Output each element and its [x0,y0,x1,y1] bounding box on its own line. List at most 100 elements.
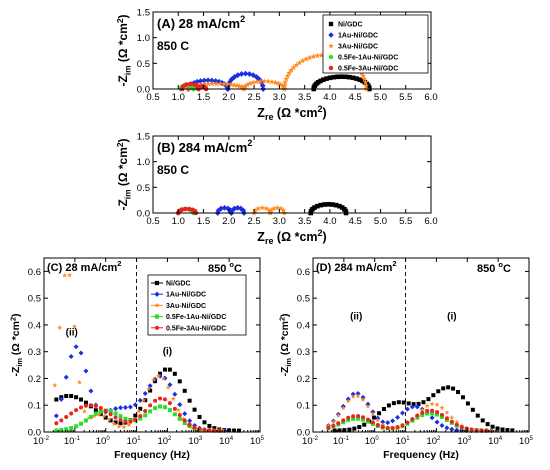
data-point [385,425,390,430]
data-point [350,75,356,81]
plot-frame [152,11,432,90]
data-point [293,61,300,68]
data-point [386,403,391,408]
x-label-close: ) [323,230,327,244]
data-point [415,413,420,418]
data-point [207,423,212,428]
y-label-sup: 2 [8,317,17,321]
data-point [444,416,449,421]
x-tick-base: 10 [457,436,468,447]
x-tick-exp: -1 [74,436,80,442]
plot-frame [152,135,432,214]
data-point [272,79,279,86]
data-point [340,405,346,411]
data-point [380,424,385,429]
data-point [347,427,352,432]
annotation-ii: (ii) [350,312,362,323]
data-point [330,202,335,207]
y-label-unit: (Ω *cm [116,23,130,65]
y-axis-label: -Zim (Ω *cm2) [8,313,24,376]
x-tick-base: 10 [426,436,437,447]
data-point [261,78,268,84]
data-point [246,80,253,87]
data-point [59,428,64,433]
data-point [421,400,426,405]
data-point [328,43,334,49]
y-label-sub: im [123,65,133,75]
data-point [360,415,365,420]
data-point [444,409,450,415]
data-point [76,379,83,385]
data-point [356,414,361,419]
data-point [430,408,435,413]
x-tick-label: 2.5 [247,216,260,227]
data-point [357,425,362,430]
x-tick-label: 105 [519,436,534,447]
data-point [179,207,184,213]
data-point [363,82,370,89]
data-point [434,419,440,425]
data-point [73,344,79,350]
data-point [346,415,351,420]
x-tick-exp: 2 [168,436,172,442]
data-point [63,374,69,380]
y-axis-label: -Zim (Ω *cm2) [277,313,293,376]
data-point [172,371,177,376]
data-point [460,395,465,400]
y-tick-label: 1.0 [137,157,150,168]
panel-title-sup: 2 [240,14,245,24]
x-tick-exp: 4 [499,436,503,442]
data-point [303,56,310,62]
temperature-text: 850 C [157,39,189,53]
data-point [154,302,160,308]
y-tick-label: 1.0 [137,33,150,44]
annotation-i: (i) [163,346,172,357]
data-point [98,406,103,411]
data-point [282,79,289,85]
y-label-main: -Z [279,366,291,376]
data-point [123,419,128,424]
data-point [167,367,172,372]
x-tick-label: 104 [488,436,503,447]
y-tick-label: 0.0 [137,85,150,96]
data-point [406,401,411,406]
x-tick-label: 10-2 [33,436,50,447]
data-point [103,415,108,420]
data-point [113,411,118,416]
data-point [454,422,459,427]
data-point [205,77,211,84]
y-tick-label: 0.5 [137,183,150,194]
data-point [470,407,475,412]
data-point [162,367,167,372]
data-point [362,79,369,85]
data-point [186,206,192,212]
y-label-sub: im [284,358,293,367]
data-point [360,397,366,402]
x-tick-label: 2.5 [247,92,260,103]
x-tick-label: 4.5 [349,216,362,227]
x-tick-label: 103 [188,436,203,447]
data-point [257,78,264,84]
data-point [351,414,356,419]
data-point [118,418,123,423]
data-point [188,81,193,87]
data-point [138,406,143,411]
data-point [146,386,152,391]
data-point [180,416,186,422]
y-label-sup: 2 [277,317,286,321]
legend: Ni/GDC 1Au-Ni/GDC 3Au-Ni/GDC 0.5Fe-1Au-Ni/G… [322,14,429,74]
data-point [123,416,128,421]
data-point [79,421,84,426]
data-point [259,82,266,89]
data-point [314,52,321,59]
bode-panel-D: 10-2 10-1 100 101 102 103 104 1050.00.10.20.30.… [277,257,534,461]
y-tick-label: 0.0 [297,428,310,439]
data-point [312,205,317,210]
data-point [310,53,317,60]
legend-box [147,274,247,336]
data-point [425,411,430,416]
data-point [326,425,331,430]
data-point [93,404,98,409]
legend-label: 3Au-Ni/GDC [338,44,378,51]
data-point [381,406,386,411]
